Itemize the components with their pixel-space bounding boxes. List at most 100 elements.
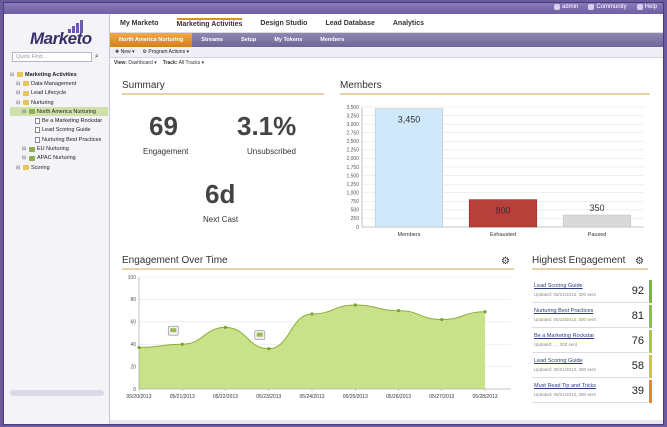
new-menu-button[interactable]: ✚ New ▾: [115, 49, 135, 55]
nav-item-my-marketo[interactable]: My Marketo: [120, 19, 159, 27]
track-value: All Tracks: [178, 60, 201, 66]
activity-tree: ⊟ Marketing Activities ⊟ Data Management ⊟ Le…: [10, 70, 108, 172]
members-bar[interactable]: [562, 214, 632, 228]
asset-updated: Updated: ..., 300 sent: [534, 342, 578, 347]
email-cast-marker-icon[interactable]: [254, 330, 266, 340]
tree-toggle-icon[interactable]: ⊟: [22, 108, 27, 115]
tree-item[interactable]: ⊟ APAC Nurturing: [10, 154, 108, 163]
tree-item-label: Scoring: [31, 164, 50, 171]
tree-item[interactable]: ⊟ Scoring: [10, 163, 108, 172]
tab-streams[interactable]: Streams: [201, 37, 223, 43]
tree-item[interactable]: ⊟ EU Nurturing: [10, 144, 108, 153]
engagement-settings-gear-icon[interactable]: ⚙: [501, 256, 510, 267]
utility-link-user[interactable]: admin: [553, 4, 578, 10]
engagement-point[interactable]: [440, 317, 444, 322]
engagement-point[interactable]: [483, 310, 487, 314]
track-filter[interactable]: Track: All Tracks ▾: [162, 60, 205, 66]
tree-item-label: Data Management: [31, 80, 77, 87]
engagement-point[interactable]: [396, 309, 401, 313]
tree-item-label: Nurturing Best Practices: [42, 136, 102, 143]
marketo-logo[interactable]: Marketo: [30, 29, 92, 48]
members-x-tick-label: Paused: [588, 232, 607, 238]
tab-setup[interactable]: Setup: [241, 37, 257, 43]
asset-link[interactable]: Must Read Tip and Tricks: [534, 383, 597, 389]
members-y-tick-label: 750: [351, 199, 360, 205]
view-filter[interactable]: View: Dashboard ▾: [114, 60, 157, 66]
members-bar[interactable]: [468, 199, 538, 228]
engagement-y-tick-label: 20: [130, 364, 136, 370]
members-title: Members: [340, 80, 650, 95]
utility-link-help[interactable]: Help: [636, 4, 657, 10]
tree-toggle-icon[interactable]: ⊟: [16, 99, 21, 106]
asset-link[interactable]: Be a Marketing Rockstar: [534, 333, 595, 339]
nav-item-marketing-activities[interactable]: Marketing Activities: [176, 18, 243, 28]
engagement-point[interactable]: [310, 312, 314, 316]
tree-item[interactable]: ⊟ Nurturing: [10, 98, 108, 107]
engagement-point[interactable]: [137, 345, 141, 350]
tree-item-label: EU Nurturing: [37, 146, 69, 153]
tree-item-label: North America Nurturing: [37, 108, 96, 115]
tree-toggle-icon[interactable]: ⊟: [16, 90, 21, 97]
engagement-point[interactable]: [223, 325, 228, 329]
nav-item-analytics[interactable]: Analytics: [392, 19, 424, 27]
tab-north-america-nurturing[interactable]: North America Nurturing: [110, 33, 193, 47]
engagement-list-item: Nurturing Best Practices Updated: 05/23/2…: [532, 305, 652, 328]
highest-settings-gear-icon[interactable]: ⚙: [635, 256, 644, 267]
score-color-bar: [649, 355, 652, 378]
tree-toggle-icon[interactable]: ⊟: [16, 80, 21, 87]
help-icon: [636, 4, 643, 10]
binoculars-icon[interactable]: ⌕: [95, 53, 99, 60]
email-cast-marker-icon[interactable]: [167, 325, 179, 336]
engagement-area-chart: 0 20 40 60 80 100 05/20/2013 05/21/2013 05/22/20…: [126, 275, 511, 400]
engagement-list-item: Must Read Tip and Tricks Updated: 05/21/2…: [532, 380, 652, 403]
tab-my-tokens[interactable]: My Tokens: [274, 37, 303, 43]
tree-item[interactable]: Lead Scoring Guide: [10, 126, 108, 135]
score-color-bar: [649, 280, 652, 303]
tree-item-label: APAC Nurturing: [37, 155, 76, 162]
nav-item-design-studio[interactable]: Design Studio: [260, 19, 308, 27]
program-actions-button[interactable]: ⚙ Program Actions ▾: [142, 49, 189, 55]
engagement-over-time-title: Engagement Over Time: [122, 255, 514, 270]
tree-toggle-icon[interactable]: ⊟: [22, 155, 27, 162]
members-y-tick-label: 0: [356, 225, 359, 231]
members-bar[interactable]: [374, 108, 444, 228]
asset-link[interactable]: Lead Scoring Guide: [534, 283, 583, 289]
tree-item[interactable]: Nurturing Best Practices: [10, 135, 108, 144]
members-y-tick-label: 3,000: [346, 122, 359, 128]
tab-members[interactable]: Members: [320, 37, 345, 43]
tree-toggle-icon[interactable]: ⊟: [16, 164, 21, 171]
view-value: Dashboard: [128, 60, 153, 66]
engagement-score: 92: [631, 285, 644, 297]
quick-find-input[interactable]: Quick Find...: [12, 52, 92, 62]
tree-item[interactable]: ⊟ Lead Lifecycle: [10, 89, 108, 98]
engagement-x-tick-label: 05/21/2013: [170, 394, 195, 400]
tree-item[interactable]: ⊟ Data Management: [10, 79, 108, 88]
nav-item-lead-database[interactable]: Lead Database: [325, 19, 375, 27]
asset-link[interactable]: Nurturing Best Practices: [534, 308, 594, 314]
utility-links: admin Community Help: [553, 4, 657, 10]
folder-icon: [23, 81, 29, 87]
tree-item[interactable]: Be a Marketing Rockstar: [10, 116, 108, 125]
tree-toggle-icon[interactable]: ⊟: [22, 146, 27, 153]
tree-item-label: Nurturing: [31, 99, 54, 106]
new-label: New: [120, 49, 131, 55]
members-bar-value-label: 800: [495, 206, 510, 216]
tree-item-label: Lead Lifecycle: [31, 90, 67, 97]
engagement-point[interactable]: [353, 303, 357, 307]
engagement-area: [139, 305, 486, 389]
engagement-point[interactable]: [267, 347, 271, 351]
asset-link[interactable]: Lead Scoring Guide: [534, 358, 583, 364]
asset-updated: Updated: 05/21/2013, 300 sent: [534, 367, 596, 372]
utility-link-people[interactable]: Community: [588, 4, 627, 10]
tree-toggle-icon[interactable]: ⊟: [10, 71, 15, 78]
tree-item[interactable]: ⊟ Marketing Activities: [10, 70, 108, 79]
engagement-y-tick-label: 0: [133, 387, 136, 393]
tree-item[interactable]: ⊟ North America Nurturing: [10, 107, 108, 117]
score-color-bar: [649, 305, 652, 328]
folder-icon: [17, 72, 23, 78]
program-icon: [29, 146, 35, 152]
engagement-point[interactable]: [180, 342, 184, 346]
sidebar-scrollbar[interactable]: [10, 390, 104, 396]
engagement-score: 81: [631, 310, 644, 322]
top-utility-bar: admin Community Help: [4, 3, 663, 14]
